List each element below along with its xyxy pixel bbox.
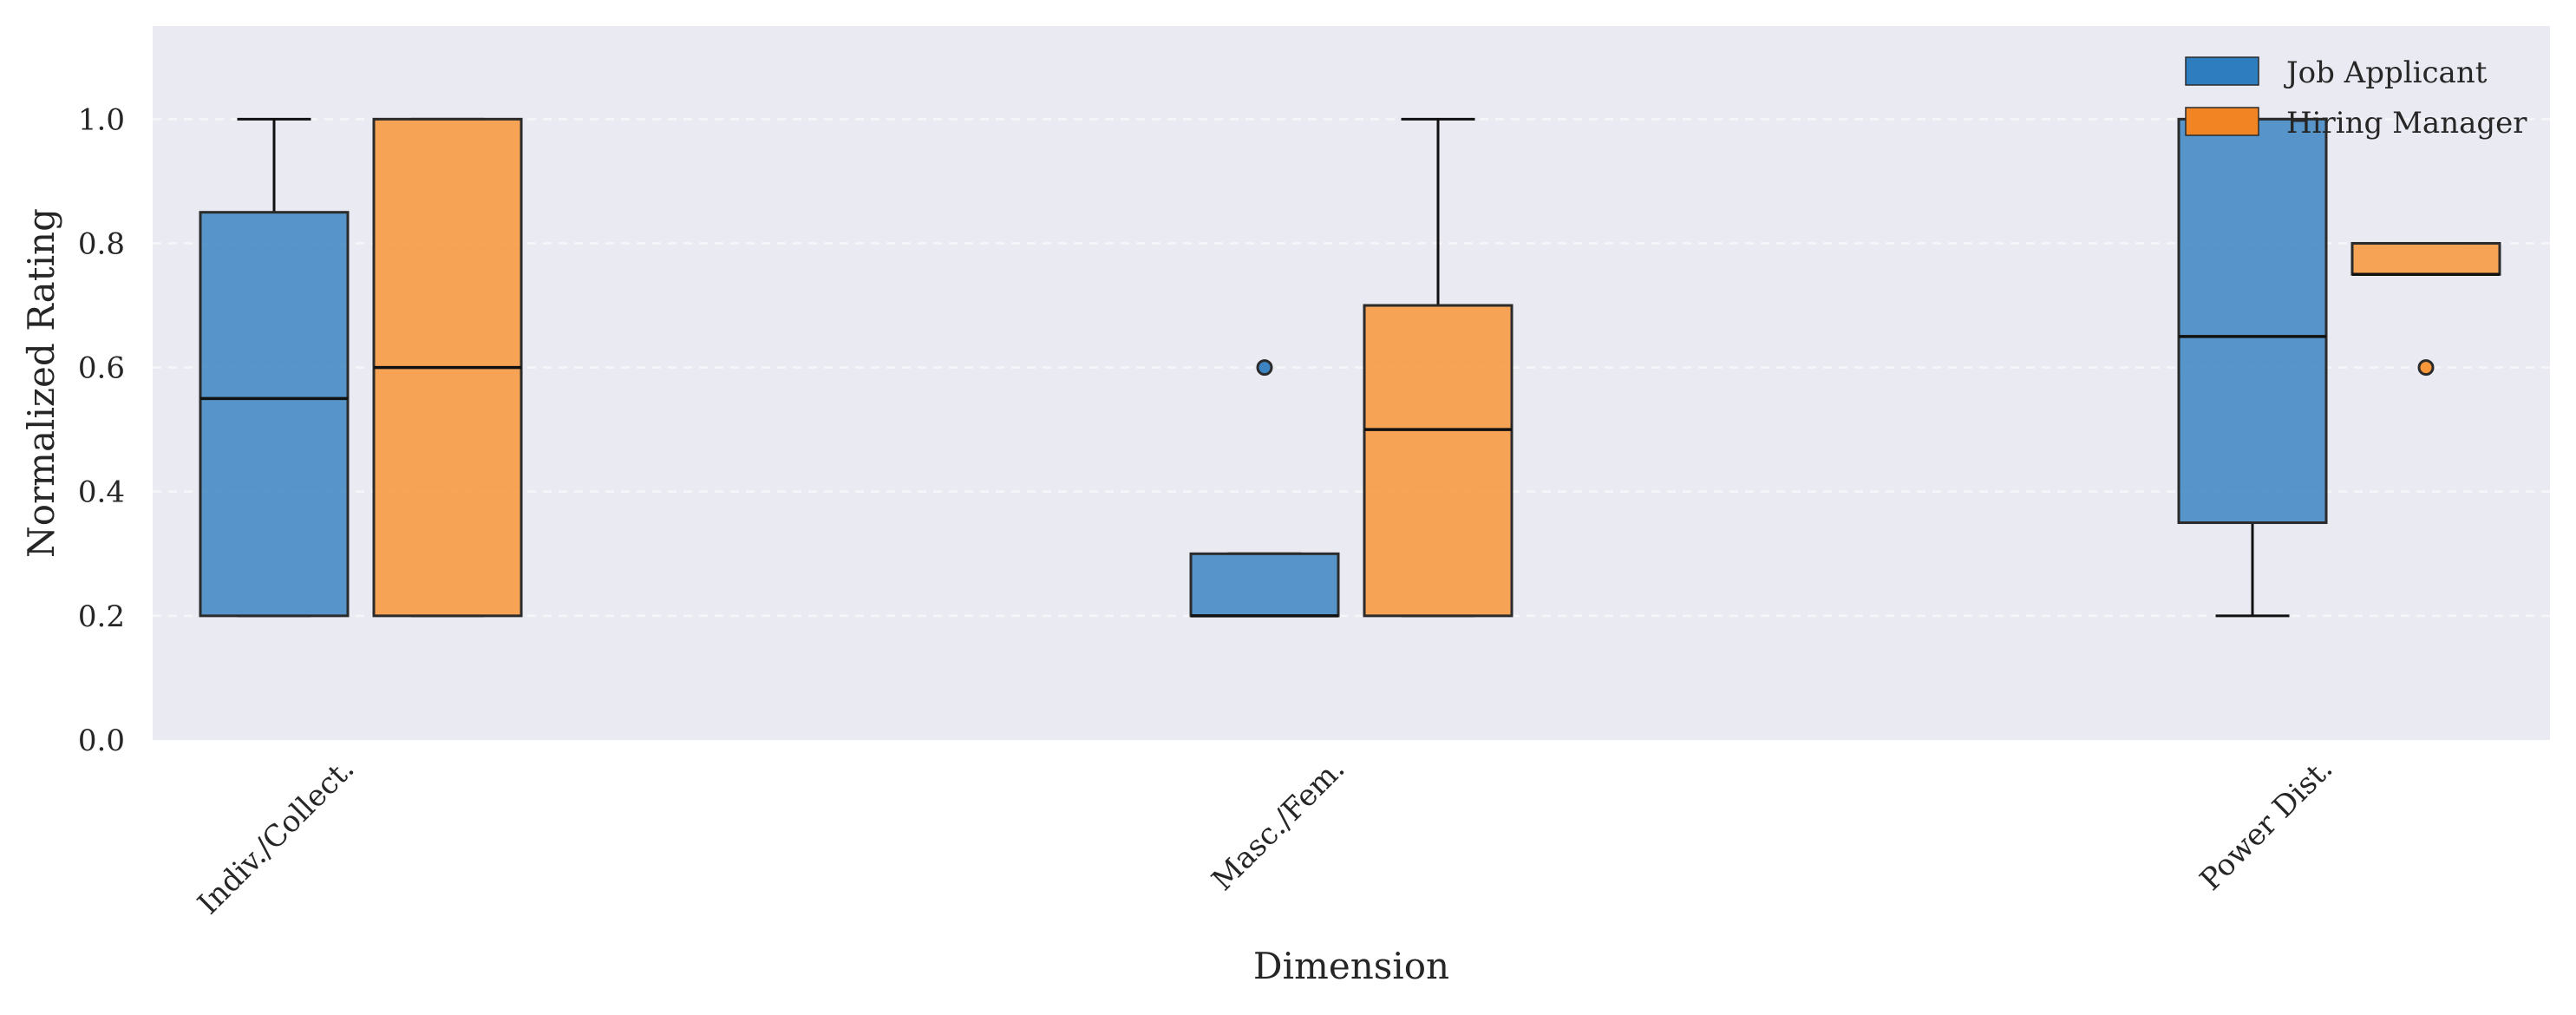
y-axis-ticks: 0.0 0.2 0.4 0.6 0.8 1.0 xyxy=(78,102,125,758)
box-body xyxy=(2350,241,2501,276)
legend-label: Hiring Manager xyxy=(2286,106,2527,141)
y-tick-label: 0.4 xyxy=(78,475,125,510)
box-body xyxy=(199,211,350,618)
box-body xyxy=(2177,117,2328,525)
legend-swatch xyxy=(2185,56,2259,86)
box-body xyxy=(1189,552,1340,618)
box-hiring-manager xyxy=(372,117,523,618)
x-tick-label: Indiv./Collect. xyxy=(191,751,361,921)
box-hiring-manager xyxy=(1363,117,1514,618)
x-tick-label: Masc./Fem. xyxy=(1206,751,1352,898)
box-series xyxy=(199,117,2501,618)
plot-background xyxy=(153,26,2550,740)
x-axis-title: Dimension xyxy=(1253,945,1449,987)
y-tick-label: 0.8 xyxy=(78,226,125,261)
y-tick-label: 0.2 xyxy=(78,599,125,634)
y-tick-label: 0.6 xyxy=(78,351,125,386)
y-axis-title: Normalized Rating xyxy=(20,208,62,558)
box-job-applicant xyxy=(199,117,350,618)
x-tick-label: Power Dist. xyxy=(2194,751,2340,898)
y-tick-label: 1.0 xyxy=(78,102,125,137)
y-tick-label: 0.0 xyxy=(78,724,125,758)
box-job-applicant xyxy=(2177,117,2328,618)
box-job-applicant xyxy=(1189,359,1340,618)
box-hiring-manager xyxy=(2350,241,2501,377)
legend: Job Applicant Hiring Manager xyxy=(2185,56,2527,141)
outlier-point xyxy=(2417,359,2435,377)
legend-swatch xyxy=(2185,107,2259,136)
x-axis-ticks: Indiv./Collect. Masc./Fem. Power Dist. xyxy=(191,751,2339,921)
legend-label: Job Applicant xyxy=(2284,56,2488,90)
box-body xyxy=(1363,304,1514,618)
outlier-point xyxy=(1256,359,1273,377)
